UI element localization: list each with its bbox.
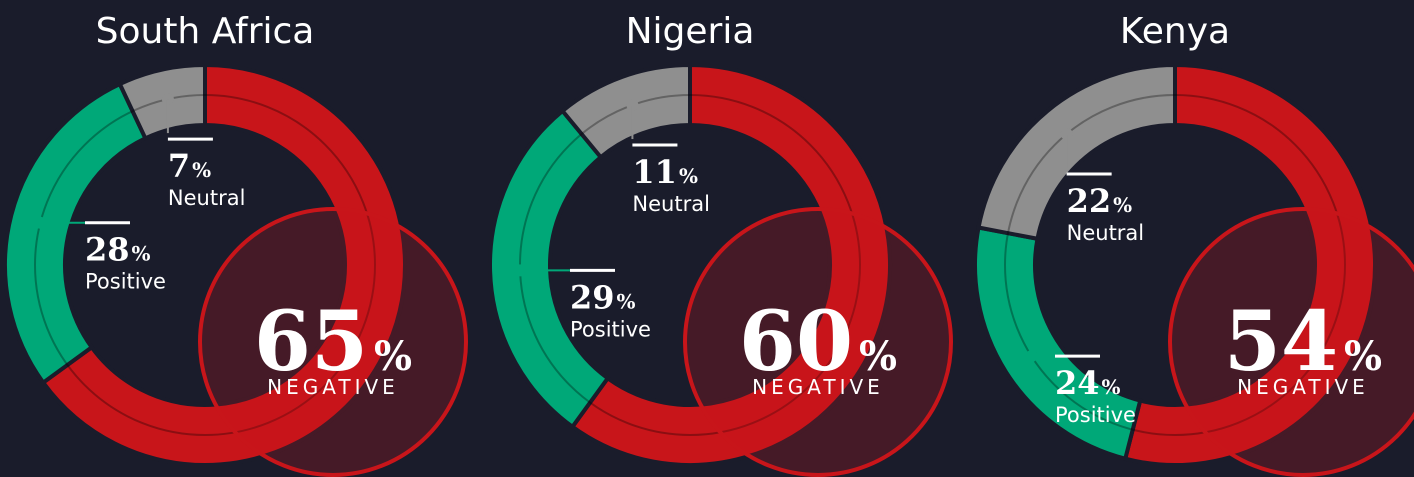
value-number: 65 [254,294,368,390]
chart-title: South Africa [96,11,315,52]
value-unit: % [1102,375,1121,399]
category-label: NEGATIVE [267,375,399,399]
category-label: NEGATIVE [752,375,884,399]
value-label: 65% [254,294,412,390]
value-label: 28% [85,231,151,269]
category-label: Positive [85,270,166,294]
value-unit: % [859,333,897,380]
value-unit: % [132,242,151,266]
value-number: 24 [1055,364,1100,402]
ring-line [1004,94,1346,436]
donut-segment [40,62,407,467]
value-unit: % [1113,193,1132,217]
value-number: 7 [168,147,190,185]
donut-segment [559,62,692,160]
category-label: Neutral [168,186,246,210]
value-label: 7% [168,147,211,185]
value-label: 29% [570,278,636,316]
value-number: 60 [739,294,853,390]
value-unit: % [679,164,698,188]
donut-segment [117,62,207,141]
category-label: Neutral [1067,221,1145,245]
value-number: 11 [632,153,677,191]
donut-segment [488,108,611,430]
value-label: 60% [739,294,897,390]
chart-title: Kenya [1120,11,1230,52]
donut-segment [569,62,892,467]
highlight-circle [683,207,953,477]
value-number: 29 [570,278,615,316]
category-label: Positive [1055,403,1136,427]
value-label: 24% [1055,364,1121,402]
value-unit: % [192,158,211,182]
donut-segment [976,62,1177,242]
value-number: 54 [1224,294,1338,390]
value-label: 11% [632,153,698,191]
value-label: 54% [1224,294,1382,390]
category-label: Neutral [632,192,710,216]
value-number: 22 [1067,182,1112,220]
category-label: NEGATIVE [1237,375,1369,399]
value-unit: % [1344,333,1382,380]
chart-title: Nigeria [626,11,755,52]
value-unit: % [617,289,636,313]
category-label: Positive [570,317,651,341]
value-label: 22% [1067,182,1133,220]
highlight-circle [1168,207,1414,477]
value-number: 28 [85,231,130,269]
ring-line [34,94,376,436]
value-unit: % [374,333,412,380]
highlight-circle [198,207,468,477]
donut-segment [3,81,149,386]
